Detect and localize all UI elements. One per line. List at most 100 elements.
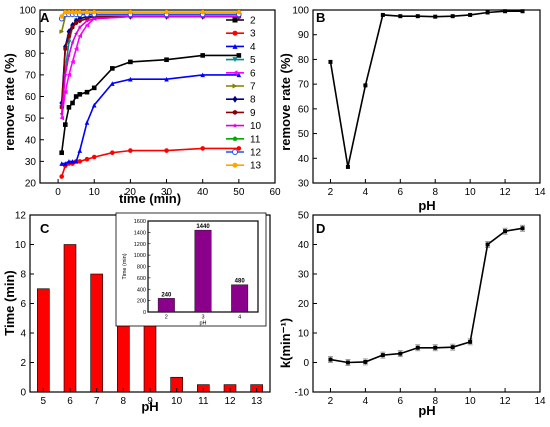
- panel-a-series-13-point: [91, 9, 97, 15]
- inset-ylabel: Time (min): [122, 253, 128, 279]
- panel-a-ytick-label: 90: [25, 27, 37, 38]
- legend-label-7: 7: [250, 82, 256, 93]
- panel-a-series-2-line: [60, 54, 239, 153]
- panel-b-ytick-label: 60: [298, 104, 310, 115]
- legend-label-8: 8: [250, 95, 256, 106]
- panel-a-series-9-point: [77, 18, 82, 24]
- panel-a-series-4-point: [91, 102, 97, 108]
- panel-a-xtick-label: 60: [269, 187, 281, 198]
- panel-a: remove rate (%) time (min) A 0 10 20 30 40 50…: [2, 6, 281, 207]
- legend-marker-2: [232, 17, 238, 23]
- panel-a-series-13-point: [128, 9, 133, 15]
- legend-marker-10: [232, 123, 238, 128]
- panel-b-ytick-label: 50: [298, 129, 310, 140]
- panel-a-series-2-point: [110, 66, 115, 71]
- panel-a-series-4-point: [63, 161, 68, 166]
- panel-a-series-10-point: [59, 111, 64, 116]
- panel-b-ytick-label: 70: [298, 80, 310, 91]
- inset-ytick-label: 400: [137, 287, 146, 293]
- panel-a-series-13-point: [70, 9, 75, 15]
- panel-a-series-6-point: [59, 115, 64, 121]
- panel-a-series-6-point: [63, 89, 68, 95]
- inset-data-label: 1440: [196, 224, 210, 230]
- panel-a-xtick-label: 40: [197, 187, 209, 198]
- panel-a-ytick-label: 40: [25, 135, 37, 146]
- inset-ytick-label: 1000: [134, 253, 146, 259]
- legend-marker-3: [232, 30, 238, 36]
- inset-ytick-label: 600: [137, 276, 146, 282]
- inset-bar-4: [231, 284, 249, 313]
- inset-xtick-label: 3: [201, 315, 204, 321]
- inset-data-label: 480: [235, 279, 246, 285]
- panel-b-series-point: [398, 14, 403, 19]
- panel-a-series-2-point: [63, 122, 68, 127]
- panel-d-series-point: [485, 242, 490, 247]
- panel-a-ytick-label: 60: [25, 92, 37, 103]
- panel-b-series-point: [380, 12, 385, 17]
- panel-a-ytick-label: 20: [25, 179, 37, 190]
- panel-a-series-2-point: [66, 105, 72, 110]
- panel-a-series-13-point: [73, 9, 79, 15]
- panel-a-xtick-label: 50: [233, 187, 245, 198]
- panel-a-series-6-point: [66, 72, 72, 78]
- panel-a-series-3-point: [236, 146, 242, 151]
- panel-c-ytick-label: 6: [20, 299, 26, 310]
- panel-a-series-4-point: [77, 148, 83, 153]
- panel-c-xtick-label: 6: [67, 396, 73, 407]
- panel-a-series-3-point: [77, 159, 83, 164]
- panel-a-series-9-point: [66, 33, 71, 39]
- panel-a-xtick-label: 0: [55, 187, 61, 198]
- panel-b-series-point: [363, 83, 368, 88]
- panel-d-series-point: [450, 345, 455, 350]
- panel-a-series-13-point: [200, 9, 205, 15]
- inset-ytick-label: 1200: [134, 242, 146, 248]
- panel-a-series-10-point: [63, 72, 68, 77]
- legend-marker-9: [232, 109, 238, 115]
- panel-b-xtick-label: 10: [465, 187, 477, 198]
- panel-a-series-4-point: [128, 76, 133, 82]
- panel-d-ytick-label: 20: [298, 299, 310, 310]
- panel-c-letter: C: [40, 221, 50, 236]
- panel-a-series-13-point: [59, 14, 64, 19]
- legend-label-10: 10: [250, 121, 262, 132]
- panel-a-series-9-point: [74, 20, 79, 26]
- panel-c-ytick-label: 0: [20, 388, 26, 399]
- panel-d-xtick-label: 6: [398, 396, 404, 407]
- panel-d-series-point: [345, 360, 350, 365]
- panel-a-series-10-point: [66, 53, 72, 58]
- panel-a-series-3-point: [128, 148, 133, 153]
- panel-b-series-point: [415, 14, 420, 19]
- legend-marker-12: [232, 149, 238, 155]
- legend-marker-8: [232, 95, 238, 103]
- panel-b-xtick-label: 14: [534, 187, 546, 198]
- panel-c-ytick-label: 12: [15, 211, 27, 222]
- panel-d-xtick-label: 12: [500, 396, 512, 407]
- panel-a-series-3-line: [60, 147, 239, 177]
- inset-bar-3: [194, 229, 212, 313]
- panel-a-series-3-point: [200, 146, 205, 151]
- panel-c-ytick-label: 8: [20, 270, 26, 281]
- panel-a-series-2-point: [70, 100, 75, 106]
- panel-a-series-3-point: [110, 150, 115, 156]
- inset-xtick-label: 2: [165, 315, 168, 321]
- panel-a-series-3-point: [84, 156, 90, 162]
- inset-ytick-label: 0: [143, 310, 146, 316]
- panel-b-series-point: [450, 14, 455, 19]
- panel-a-series-2-point: [84, 89, 90, 95]
- panel-b-series-point: [520, 9, 525, 14]
- panel-a-series-6-point: [84, 22, 90, 28]
- panel-a-xtick-label: 20: [125, 187, 137, 198]
- panel-a-ylabel: remove rate (%): [2, 53, 17, 151]
- panel-a-series-10-point: [77, 25, 82, 30]
- panel-a-series-13-point: [63, 9, 68, 15]
- panel-c-xtick-label: 12: [224, 396, 236, 407]
- panel-d-series-point: [520, 226, 525, 231]
- panel-a-series-10-point: [70, 40, 75, 45]
- panel-d-ytick-label: 0: [303, 358, 309, 369]
- panel-c-ytick-label: 10: [15, 240, 27, 251]
- legend-label-3: 3: [250, 29, 256, 40]
- panel-b-series-point: [328, 59, 333, 64]
- legend-label-9: 9: [250, 108, 256, 119]
- panel-a-series-4-point: [236, 72, 242, 78]
